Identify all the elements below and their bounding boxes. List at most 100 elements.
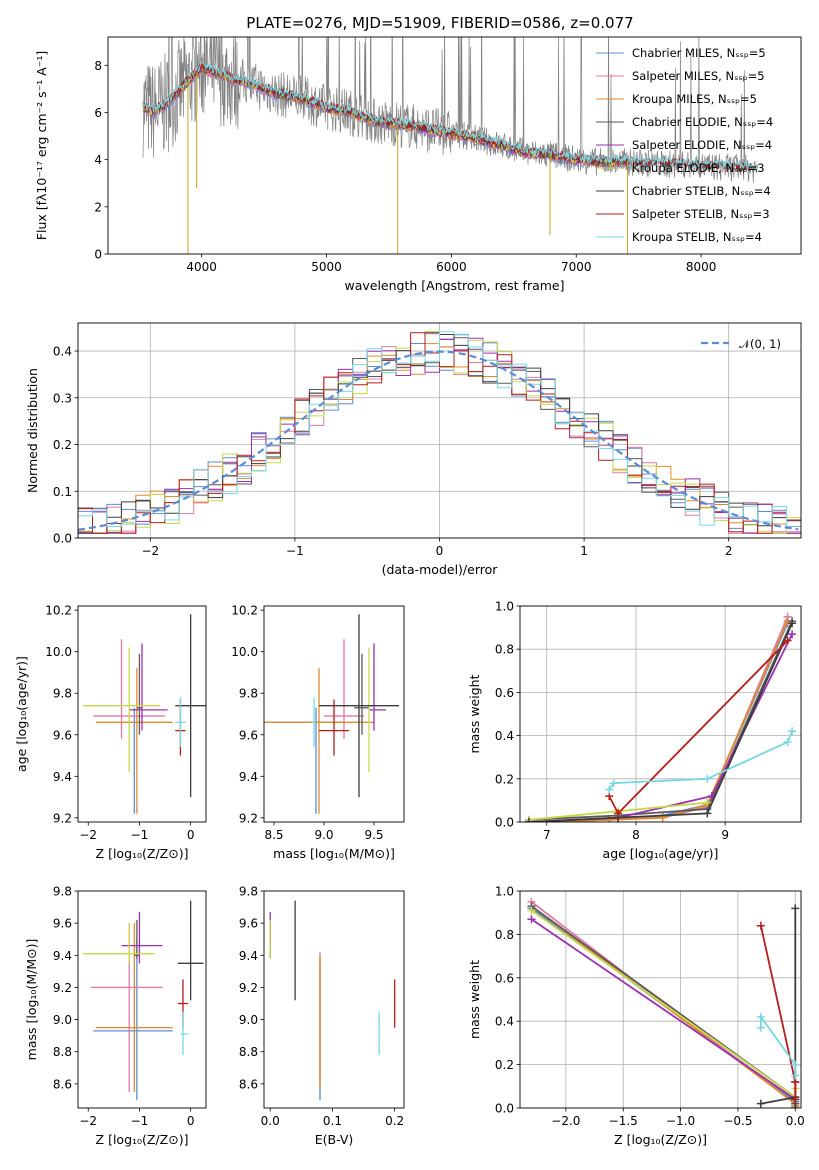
axes-frame bbox=[107, 36, 802, 255]
mass-weight-line bbox=[530, 918, 797, 1102]
y-tick-label: 8.8 bbox=[53, 1045, 72, 1059]
x-axis-label: mass [log₁₀(M/M⊙)] bbox=[273, 846, 395, 861]
mass-weight-point bbox=[703, 809, 712, 818]
x-tick-label: −2 bbox=[141, 544, 159, 558]
y-tick-label: 9.8 bbox=[239, 687, 258, 701]
x-tick-label: 0.2 bbox=[385, 1114, 404, 1128]
x-tick-label: −0.5 bbox=[723, 1114, 752, 1128]
mass-weight-line bbox=[608, 730, 793, 791]
y-tick-label: 2 bbox=[94, 200, 102, 214]
y-axis-label: Flux [fλ10⁻¹⁷ erg cm⁻² s⁻¹ A⁻¹] bbox=[34, 51, 49, 240]
mass-weight-line bbox=[528, 620, 793, 821]
mass-weight-point bbox=[791, 1071, 800, 1080]
x-tick-label: −2 bbox=[79, 828, 97, 842]
plot-area-mass-vs-ebv bbox=[269, 900, 396, 1100]
panel-spectrum: 4000 5000 6000 7000 8000 0 2 4 6 8 wavelength [Ang… bbox=[34, 36, 802, 293]
mass-weight-point bbox=[605, 815, 614, 822]
mass-weight-line bbox=[760, 925, 797, 1100]
mass-weight-point bbox=[609, 779, 618, 788]
panel-mass-vs-Z: −2 −1 0 8.6 8.8 9.0 9.2 9.4 9.6 9.8 Z [log₁₀(Z/Z⊙)… bbox=[24, 885, 207, 1147]
figure-title: PLATE=0276, MJD=51909, FIBERID=0586, z=0… bbox=[246, 14, 633, 32]
panel-age-vs-mass: 8.5 9.0 9.5 9.2 9.4 9.6 9.8 10.0 10.2 mass [log₁₀… bbox=[231, 604, 405, 861]
residual-histogram bbox=[78, 331, 801, 527]
y-tick-label: 4 bbox=[94, 153, 102, 167]
x-tick-label: −1.5 bbox=[609, 1114, 638, 1128]
y-tick-label: 9.2 bbox=[53, 981, 72, 995]
plot-area-age-vs-mass bbox=[264, 614, 399, 814]
plot-area-age-vs-Z bbox=[83, 614, 206, 814]
x-axis-label: Z [log₁₀(Z/Z⊙)] bbox=[96, 1132, 189, 1147]
x-tick-label: 9.5 bbox=[364, 828, 383, 842]
panel-mass-vs-ebv: 0.0 0.1 0.2 8.6 8.8 9.0 9.2 9.4 9.6 9.8 E(B-V) bbox=[239, 885, 405, 1147]
legend-entry: 𝒩(0, 1) bbox=[739, 337, 781, 351]
y-tick-label: 6 bbox=[94, 106, 102, 120]
y-tick-label: 0.4 bbox=[495, 729, 514, 743]
legend-entry: Chabrier STELIB, Nₛₛₚ=4 bbox=[632, 184, 771, 198]
axes-frame bbox=[77, 322, 802, 539]
y-tick-label: 9.4 bbox=[53, 949, 72, 963]
y-axis-label: mass weight bbox=[467, 960, 482, 1039]
y-tick-label: 9.0 bbox=[53, 1013, 72, 1027]
x-axis-label: wavelength [Angstrom, rest frame] bbox=[344, 278, 564, 293]
y-tick-label: 9.8 bbox=[239, 885, 258, 899]
x-tick-label: 7 bbox=[543, 828, 551, 842]
y-tick-label: 8 bbox=[94, 59, 102, 73]
y-tick-label: 9.2 bbox=[239, 981, 258, 995]
y-axis-label: mass [log₁₀(M/M⊙)] bbox=[24, 939, 39, 1061]
y-tick-label: 10.2 bbox=[45, 604, 72, 618]
mass-weight-point bbox=[756, 1099, 765, 1108]
y-tick-label: 0.6 bbox=[495, 971, 514, 985]
x-tick-label: 9 bbox=[721, 828, 729, 842]
y-tick-label: 0.0 bbox=[495, 816, 514, 830]
y-tick-label: 8.6 bbox=[239, 1077, 258, 1091]
y-tick-label: 8.6 bbox=[53, 1077, 72, 1091]
y-tick-label: 9.6 bbox=[53, 917, 72, 931]
x-axis-label: (data-model)/error bbox=[382, 562, 499, 577]
x-tick-label: 0 bbox=[187, 828, 195, 842]
x-tick-label: −1 bbox=[131, 828, 149, 842]
x-tick-label: −2 bbox=[79, 1114, 97, 1128]
x-tick-label: −1 bbox=[286, 544, 304, 558]
mass-weight-line bbox=[528, 622, 793, 822]
mass-weight-point bbox=[783, 636, 792, 645]
x-tick-label: 2 bbox=[725, 544, 733, 558]
y-tick-label: 0.1 bbox=[53, 485, 72, 499]
mass-weight-point bbox=[788, 727, 797, 736]
mass-weight-point bbox=[524, 818, 533, 822]
mass-weight-line bbox=[528, 633, 793, 822]
x-tick-label: −1 bbox=[131, 1114, 149, 1128]
y-tick-label: 0.2 bbox=[495, 772, 514, 786]
axes-frame bbox=[519, 890, 802, 1109]
y-tick-label: 1.0 bbox=[495, 600, 514, 614]
legend-entry: Salpeter MILES, Nₛₛₚ=5 bbox=[632, 69, 765, 83]
mass-weight-point bbox=[788, 619, 797, 628]
legend-entry: Kroupa STELIB, Nₛₛₚ=4 bbox=[632, 230, 762, 244]
mass-weight-point bbox=[756, 1023, 765, 1032]
x-tick-label: 1 bbox=[580, 544, 588, 558]
x-axis-label: E(B-V) bbox=[315, 1132, 354, 1147]
plot-area-mass-vs-Z bbox=[83, 900, 204, 1100]
mass-weight-point bbox=[756, 1012, 765, 1021]
mass-weight-point bbox=[527, 915, 536, 924]
y-axis-label: mass weight bbox=[467, 674, 482, 753]
y-tick-label: 9.6 bbox=[239, 917, 258, 931]
mass-weight-point bbox=[703, 774, 712, 783]
y-tick-label: 9.4 bbox=[239, 770, 258, 784]
normal-curve bbox=[78, 350, 799, 531]
x-tick-label: −1.0 bbox=[666, 1114, 695, 1128]
legend-entry: Kroupa ELODIE, Nₛₛₚ=3 bbox=[632, 161, 765, 175]
axes-frame bbox=[263, 605, 405, 823]
y-tick-label: 0.8 bbox=[495, 928, 514, 942]
y-tick-label: 9.0 bbox=[239, 1013, 258, 1027]
mass-weight-point bbox=[703, 798, 712, 807]
y-tick-label: 0.3 bbox=[53, 391, 72, 405]
x-tick-label: 0 bbox=[436, 544, 444, 558]
spectrum-model-line bbox=[142, 61, 758, 171]
panel-residuals: −2 −1 0 1 2 0.0 0.1 0.2 0.3 0.4 (data-model)/error… bbox=[25, 322, 802, 577]
x-tick-label: 9.0 bbox=[314, 828, 333, 842]
y-tick-label: 0.4 bbox=[495, 1015, 514, 1029]
y-tick-label: 9.2 bbox=[53, 811, 72, 825]
y-tick-label: 9.6 bbox=[239, 728, 258, 742]
y-axis-label: Normed distribution bbox=[25, 368, 40, 493]
y-tick-label: 9.2 bbox=[239, 811, 258, 825]
